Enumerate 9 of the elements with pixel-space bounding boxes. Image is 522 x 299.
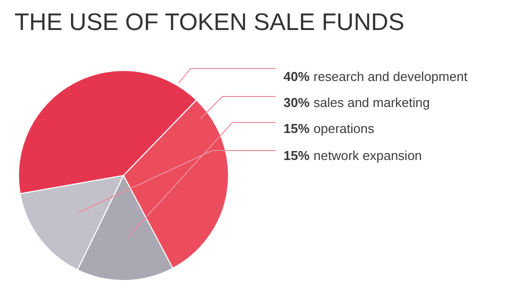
slice-label: sales and marketing (314, 95, 430, 110)
data-label: 15% (284, 148, 310, 163)
slice-label: network expansion (314, 148, 422, 163)
slice-label: operations (314, 121, 375, 136)
chart-title: THE USE OF TOKEN SALE FUNDS (14, 9, 404, 36)
slice-label: research and development (314, 69, 468, 84)
data-label: 30% (284, 95, 310, 110)
data-label: 15% (284, 121, 310, 136)
data-label: 40% (284, 69, 310, 84)
